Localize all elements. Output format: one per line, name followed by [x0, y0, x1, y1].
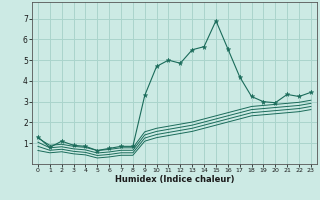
X-axis label: Humidex (Indice chaleur): Humidex (Indice chaleur): [115, 175, 234, 184]
